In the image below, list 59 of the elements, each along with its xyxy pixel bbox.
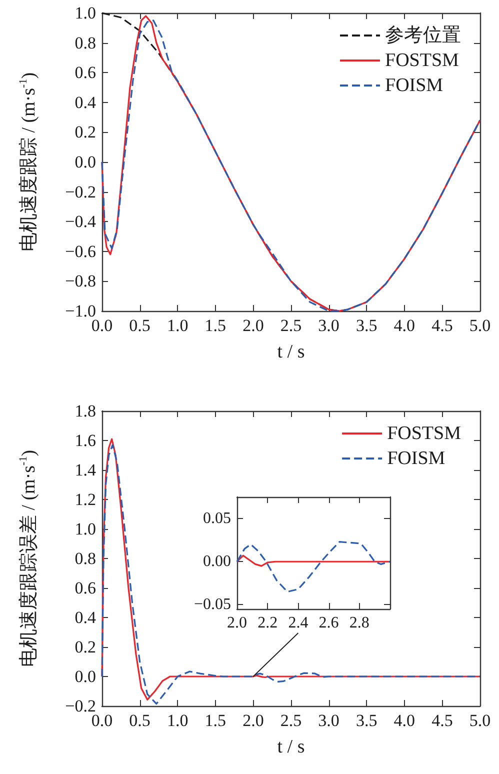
- y-tick-label: 0.0: [74, 152, 96, 172]
- x-tick-label: 3.0: [318, 711, 340, 730]
- y-tick-label: 0.0: [74, 667, 96, 686]
- x-axis-title: t / s: [277, 736, 305, 758]
- x-tick-label: 1.5: [204, 711, 226, 730]
- x-tick-label: 2.0: [242, 711, 264, 730]
- x-tick-label: 2.8: [349, 614, 370, 632]
- y-tick-label: 1.4: [74, 460, 96, 480]
- x-tick-label: 2.6: [318, 614, 339, 632]
- legend-label: FOISM: [387, 448, 446, 469]
- y-tick-label: 1.2: [74, 490, 96, 509]
- x-tick-label: 1.0: [166, 711, 188, 730]
- y-tick-label: −0.2: [65, 182, 96, 202]
- y-tick-label: −0.4: [65, 212, 96, 232]
- x-tick-label: 2.0: [227, 614, 247, 632]
- y-tick-label: 0.05: [203, 510, 231, 528]
- y-tick-label: 0.6: [74, 63, 96, 82]
- y-tick-label: 0.2: [74, 638, 96, 656]
- x-tick-label: 4.0: [394, 316, 416, 335]
- x-tick-label: 4.5: [432, 711, 453, 730]
- y-tick-label: 0.00: [203, 553, 231, 570]
- x-tick-label: 3.5: [356, 316, 378, 335]
- x-axis-title: t / s: [277, 342, 305, 362]
- x-tick-label: 0.5: [129, 711, 150, 730]
- y-tick-label: −0.8: [65, 272, 96, 291]
- line-series: [236, 541, 391, 593]
- y-axis-title: 电机速度跟踪 / (m·s-1): [18, 72, 40, 252]
- y-tick-label: 1.0: [74, 4, 96, 22]
- legend-label: FOSTSM: [387, 423, 462, 444]
- y-axis-title: 电机速度跟踪误差 / (m·s-1): [18, 450, 40, 668]
- x-tick-label: 2.4: [288, 614, 308, 632]
- x-tick-label: 4.5: [432, 316, 453, 335]
- x-tick-label: 4.0: [394, 711, 416, 730]
- x-tick-label: 3.5: [356, 711, 378, 730]
- y-tick-label: 0.4: [74, 92, 96, 112]
- x-tick-label: 2.5: [280, 711, 302, 730]
- y-tick-label: −0.05: [194, 596, 231, 614]
- x-tick-label: 2.0: [242, 316, 264, 335]
- legend-label: 参考位置: [385, 25, 461, 46]
- x-tick-label: 3.0: [318, 316, 340, 335]
- y-tick-label: 0.8: [74, 33, 96, 52]
- y-tick-label: 0.8: [74, 549, 96, 568]
- x-tick-label: 1.5: [204, 316, 226, 335]
- y-tick-label: −0.6: [65, 242, 96, 261]
- legend-label: FOISM: [385, 75, 444, 96]
- x-tick-label: 0.5: [129, 316, 150, 335]
- x-tick-label: 2.2: [258, 614, 278, 632]
- line-series: [236, 554, 391, 567]
- x-tick-label: 5.0: [469, 711, 491, 730]
- y-tick-label: 0.4: [74, 608, 96, 627]
- y-tick-label: 1.0: [74, 520, 96, 538]
- y-tick-label: 1.6: [74, 431, 96, 450]
- y-tick-label: 0.2: [74, 122, 96, 142]
- y-tick-label: 0.6: [74, 578, 96, 598]
- x-tick-label: 1.0: [166, 316, 188, 335]
- x-tick-label: 5.0: [469, 316, 491, 335]
- x-tick-label: 2.5: [280, 316, 302, 335]
- legend-label: FOSTSM: [385, 50, 460, 71]
- y-tick-label: 1.8: [74, 402, 96, 420]
